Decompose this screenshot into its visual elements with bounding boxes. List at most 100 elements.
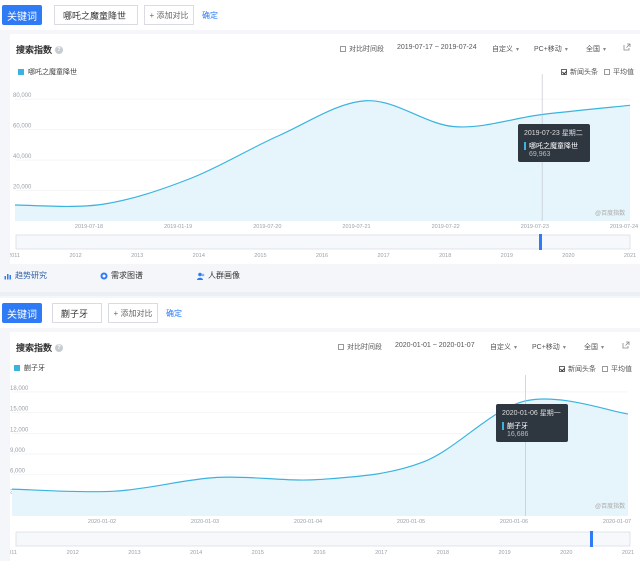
x-tick-label: 2019-07-24 (610, 224, 638, 230)
chart-legend[interactable]: 蒯子牙 (14, 363, 45, 373)
keyword-input[interactable]: 蒯子牙 (52, 303, 102, 323)
x-tick-label: 2020-01-06 (500, 519, 528, 525)
timeline-handle[interactable] (590, 531, 593, 547)
y-tick-label: 12,000 (10, 427, 29, 433)
keyword-button[interactable]: 关键词 (2, 303, 42, 323)
keyword-input[interactable]: 哪吒之魔童降世 (54, 5, 138, 25)
compare-period-label: 对比时间段 (349, 46, 384, 53)
timeline-year-label: 2016 (313, 550, 325, 556)
tooltip-series: 蒯子牙 (507, 423, 528, 430)
search-index-chart-2[interactable]: 18,00015,00012,0009,0006,0003,0002020-01… (10, 332, 640, 561)
compare-checkbox[interactable] (340, 46, 346, 52)
tooltip-swatch (502, 422, 504, 430)
confirm-button[interactable]: 确定 (202, 11, 218, 20)
news-checkbox[interactable] (559, 366, 565, 372)
compare-period-label: 对比时间段 (347, 344, 382, 351)
tab-trend-label: 趋势研究 (15, 271, 47, 280)
timeline-year-label: 2014 (193, 253, 205, 259)
y-tick-label: 40,000 (13, 154, 32, 160)
tab-portrait[interactable]: 人群画像 (197, 270, 240, 281)
chart-legend[interactable]: 哪吒之魔童降世 (18, 67, 77, 77)
compare-checkbox[interactable] (338, 344, 344, 350)
add-compare-button[interactable]: + 添加对比 (144, 5, 194, 25)
custom-label: 自定义 (490, 344, 511, 351)
average-toggle[interactable]: 平均值 (602, 364, 632, 374)
x-tick-label: 2020-01-07 (603, 519, 631, 525)
y-tick-label: 18,000 (10, 386, 29, 392)
chart-tooltip: 2020-01-06 星期一 蒯子牙 16,686 (496, 404, 568, 442)
series-area (15, 100, 630, 221)
legend-label: 哪吒之魔童降世 (28, 69, 77, 76)
compare-period-option[interactable]: 对比时间段 (338, 342, 382, 352)
timeline-handle[interactable] (539, 234, 542, 250)
y-tick-label: 6,000 (10, 469, 26, 475)
tab-trend[interactable]: 趋势研究 (4, 270, 47, 281)
search-index-panel-2: 搜索指数 ? 对比时间段 2020-01-01 ~ 2020-01-07 自定义… (10, 332, 640, 561)
tooltip-date: 2020-01-06 星期一 (502, 410, 561, 417)
keyword-button[interactable]: 关键词 (2, 5, 42, 25)
confirm-button[interactable]: 确定 (166, 309, 182, 318)
help-icon[interactable]: ? (55, 343, 64, 352)
date-range-select[interactable]: 2020-01-01 ~ 2020-01-07 (395, 342, 475, 349)
panel-title: 搜索指数 ? (16, 43, 64, 56)
timeline-year-label: 2019 (498, 550, 510, 556)
news-label: 新闻头条 (570, 69, 598, 76)
chevron-down-icon: ▾ (562, 344, 566, 351)
timeline-year-label: 2018 (439, 253, 451, 259)
target-icon (100, 272, 108, 279)
news-toggle[interactable]: 新闻头条 (559, 364, 596, 374)
custom-select[interactable]: 自定义 ▾ (490, 342, 517, 352)
compare-period-option[interactable]: 对比时间段 (340, 44, 384, 54)
y-tick-label: 20,000 (13, 185, 32, 191)
tab-demand-label: 需求图谱 (111, 271, 143, 280)
chevron-down-icon: ▾ (603, 46, 607, 53)
device-select[interactable]: PC+移动 ▾ (534, 44, 568, 54)
date-range-select[interactable]: 2019-07-17 ~ 2019-07-24 (397, 44, 477, 51)
device-select[interactable]: PC+移动 ▾ (532, 342, 566, 352)
help-icon[interactable]: ? (55, 45, 64, 54)
region-select[interactable]: 全国 ▾ (586, 44, 606, 54)
add-compare-button[interactable]: + 添加对比 (108, 303, 158, 323)
timeline-year-label: 2017 (375, 550, 387, 556)
tooltip-value: 69,963 (529, 151, 551, 158)
search-index-chart-1[interactable]: 80,000 60,000 40,000 20,000 2019-07-18 2019-0… (10, 34, 640, 264)
y-tick-label: 9,000 (10, 448, 26, 454)
timeline-year-label: 2014 (190, 550, 202, 556)
tooltip-value: 16,686 (507, 431, 529, 438)
custom-select[interactable]: 自定义 ▾ (492, 44, 519, 54)
tab-demand[interactable]: 需求图谱 (100, 270, 143, 281)
external-link-icon[interactable] (623, 43, 631, 51)
timeline-year-label: 2018 (437, 550, 449, 556)
news-label: 新闻头条 (568, 366, 596, 373)
date-range-label: 2020-01-01 ~ 2020-01-07 (395, 342, 475, 349)
tooltip-swatch (524, 142, 526, 150)
y-tick-label: 15,000 (10, 407, 29, 413)
news-checkbox[interactable] (561, 69, 567, 75)
people-icon (197, 272, 205, 280)
timeline-year-label: 2021 (624, 253, 636, 259)
x-tick-label: 2019-01-19 (164, 224, 192, 230)
timeline-year-label: 2020 (562, 253, 574, 259)
timeline-year-label: 2012 (67, 550, 79, 556)
x-tick-label: 2019-07-22 (432, 224, 460, 230)
region-select[interactable]: 全国 ▾ (584, 342, 604, 352)
legend-label: 蒯子牙 (24, 365, 45, 372)
panel-title: 搜索指数 ? (16, 341, 64, 354)
average-label: 平均值 (613, 69, 634, 76)
watermark: @百度指数 (595, 211, 626, 217)
tooltip-series: 哪吒之魔童降世 (529, 143, 578, 150)
x-tick-label: 2020-01-05 (397, 519, 425, 525)
news-toggle[interactable]: 新闻头条 (561, 67, 598, 77)
analysis-tabs: 趋势研究 需求图谱 人群画像 (0, 270, 640, 288)
series-line (14, 100, 631, 208)
watermark: @百度指数 (595, 504, 626, 510)
region-label: 全国 (584, 344, 598, 351)
external-link-icon[interactable] (622, 341, 630, 349)
average-checkbox[interactable] (602, 366, 608, 372)
average-toggle[interactable]: 平均值 (604, 67, 634, 77)
x-tick-label: 2020-01-02 (88, 519, 116, 525)
average-checkbox[interactable] (604, 69, 610, 75)
panel-title-text: 搜索指数 (16, 45, 53, 55)
timeline-year-label: 2015 (254, 253, 266, 259)
timeline-track (15, 234, 631, 250)
